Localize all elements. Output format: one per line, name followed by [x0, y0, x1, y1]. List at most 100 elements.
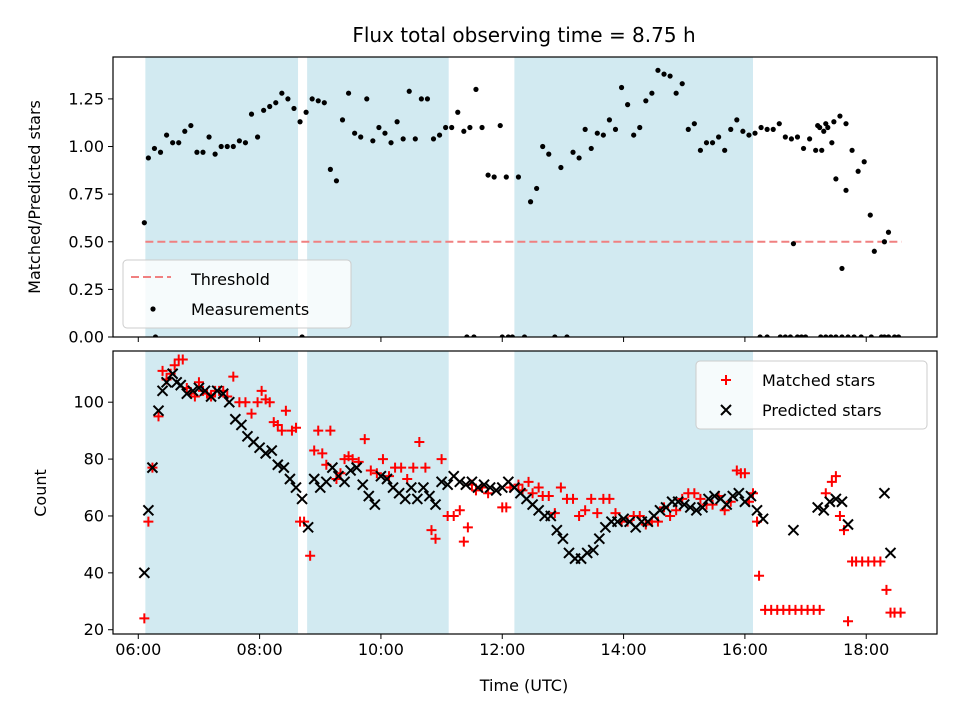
- measurement-point: [837, 113, 843, 119]
- measurement-point: [643, 98, 649, 104]
- matched-stars-point: [830, 471, 841, 482]
- measurement-point: [394, 119, 400, 125]
- measurement-point: [279, 90, 285, 96]
- measurement-point: [807, 136, 813, 142]
- predicted-stars-point: [472, 481, 484, 494]
- measurement-point: [764, 334, 770, 337]
- measurement-point: [224, 143, 230, 150]
- measurement-point: [881, 334, 888, 337]
- measurement-point: [200, 149, 206, 155]
- predicted-stars-point: [435, 476, 448, 488]
- count-y-tick-label: 100: [73, 393, 104, 412]
- matched-stars-point: [359, 434, 370, 445]
- predicted-stars-point: [557, 533, 569, 545]
- predicted-stars-point: [223, 396, 235, 408]
- measurement-point: [315, 98, 321, 104]
- predicted-stars-point: [272, 459, 284, 471]
- predicted-stars-point: [702, 493, 715, 505]
- measurement-point: [352, 130, 358, 136]
- ratio-axes-frame: [112, 56, 938, 338]
- measurement-point: [170, 140, 176, 146]
- measurement-point: [691, 121, 697, 127]
- measurement-point: [631, 132, 637, 138]
- predicted-stars-point: [146, 461, 159, 474]
- matched-stars-point: [246, 408, 257, 419]
- measurement-point: [868, 334, 874, 337]
- predicted-stars-point: [478, 478, 490, 491]
- matched-stars-point: [305, 550, 316, 561]
- ratio-legend: Threshold Measurements: [122, 259, 352, 329]
- matched-stars-point: [193, 377, 204, 388]
- measurement-point: [503, 174, 509, 180]
- x-tick-label: 16:00: [722, 640, 768, 659]
- predicted-stars-point: [417, 481, 430, 494]
- predicted-stars-point: [411, 493, 424, 505]
- matched-stars-point: [299, 516, 310, 527]
- measurement-point: [881, 239, 888, 245]
- measurement-point: [261, 107, 267, 113]
- measurement-point: [891, 334, 898, 337]
- matched-stars-point: [309, 445, 320, 456]
- matched-stars-point: [604, 493, 615, 504]
- legend-predicted-swatch: [720, 404, 732, 416]
- legend-label: Matched stars: [762, 371, 875, 390]
- measurement-point: [817, 124, 823, 131]
- predicted-stars-point: [296, 493, 308, 505]
- measurement-point: [895, 334, 902, 337]
- ratio-observing-interval: [514, 57, 753, 337]
- predicted-stars-point: [290, 481, 302, 494]
- measurement-point: [782, 134, 788, 140]
- measurement-point: [145, 155, 151, 161]
- matched-stars-point: [290, 422, 301, 433]
- predicted-stars-point: [611, 515, 624, 528]
- measurement-point: [752, 130, 758, 136]
- predicted-stars-point: [441, 478, 454, 491]
- matched-stars-point: [592, 508, 603, 519]
- measurement-point: [794, 334, 801, 337]
- measurement-point: [819, 147, 825, 153]
- measurement-point: [858, 334, 864, 337]
- measurement-point: [829, 140, 835, 146]
- matched-stars-point: [586, 493, 597, 504]
- measurement-point: [443, 124, 449, 131]
- predicted-stars-point: [551, 524, 563, 536]
- predicted-stars-point: [824, 496, 836, 508]
- measurement-point: [794, 134, 801, 140]
- predicted-stars-point: [581, 547, 593, 559]
- measurement-point: [485, 172, 491, 178]
- matched-stars-point: [276, 425, 287, 436]
- measurement-point: [152, 334, 159, 337]
- measurement-point: [499, 334, 505, 337]
- measurement-point: [885, 334, 892, 337]
- predicted-stars-point: [259, 447, 272, 460]
- measurement-point: [576, 155, 582, 161]
- predicted-stars-point: [587, 544, 599, 556]
- matched-stars-point: [814, 604, 825, 615]
- matched-stars-point: [313, 425, 324, 436]
- measurement-point: [254, 134, 261, 140]
- measurement-point: [285, 96, 291, 102]
- measurement-point: [679, 81, 685, 87]
- measurement-point: [436, 132, 443, 138]
- x-tick-label: 18:00: [843, 640, 889, 659]
- legend-label: Threshold: [190, 270, 270, 289]
- predicted-stars-point: [175, 379, 187, 391]
- measurement-point: [800, 145, 807, 152]
- matched-stars-point: [838, 525, 849, 536]
- predicted-stars-point: [842, 518, 854, 531]
- matched-stars-point: [843, 616, 854, 627]
- ratio-y-tick-label: 0.75: [68, 185, 104, 204]
- predicted-stars-point: [836, 496, 848, 508]
- measurement-point: [491, 174, 497, 180]
- predicted-stars-point: [320, 476, 333, 488]
- measurement-point: [823, 334, 829, 337]
- measurement-point: [655, 67, 661, 73]
- measurement-point: [661, 71, 667, 77]
- matched-stars-point: [420, 462, 431, 473]
- predicted-stars-point: [350, 461, 363, 474]
- measurement-point: [212, 151, 218, 157]
- predicted-stars-point: [617, 513, 630, 525]
- matched-stars-point: [153, 411, 164, 422]
- measurement-point: [776, 121, 782, 127]
- predicted-stars-point: [217, 387, 229, 400]
